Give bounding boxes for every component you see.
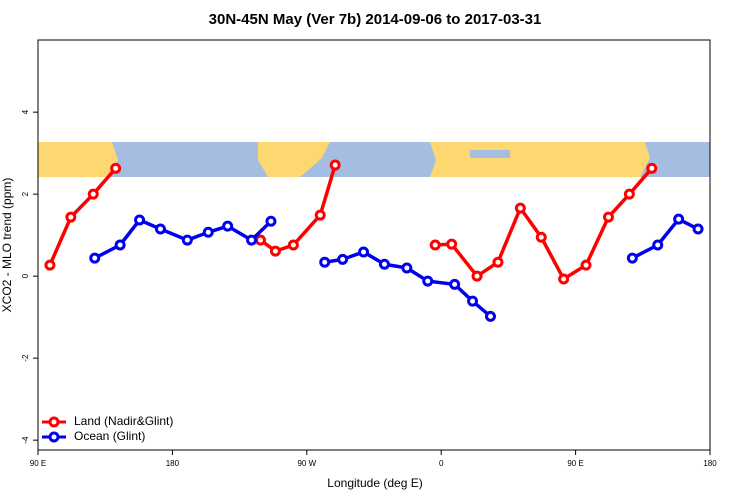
point xyxy=(337,253,349,265)
point xyxy=(246,234,258,246)
point xyxy=(154,223,166,235)
legend-marker xyxy=(48,431,60,443)
point xyxy=(626,252,638,264)
y-tick-label: 4 xyxy=(21,109,30,114)
point xyxy=(255,234,267,246)
point xyxy=(446,238,458,250)
point xyxy=(181,234,193,246)
x-tick-label: 90 E xyxy=(30,459,46,468)
series-line xyxy=(93,216,699,318)
x-tick-label: 180 xyxy=(703,459,717,468)
y-tick-label: -4 xyxy=(21,436,30,444)
point xyxy=(319,256,331,268)
map-band xyxy=(38,142,710,177)
point xyxy=(623,188,635,200)
point xyxy=(110,162,122,174)
point xyxy=(484,310,496,322)
point xyxy=(89,252,101,264)
y-tick-label: 0 xyxy=(21,273,30,278)
chart-title: 30N-45N May (Ver 7b) 2014-09-06 to 2017-… xyxy=(209,11,542,28)
point xyxy=(401,262,413,274)
legend-marker xyxy=(48,416,60,428)
point xyxy=(535,231,547,243)
point xyxy=(314,209,326,221)
plot-frame xyxy=(37,39,711,451)
x-tick-label: 90 W xyxy=(297,459,316,468)
point xyxy=(449,278,461,290)
point xyxy=(471,270,483,282)
point xyxy=(65,211,77,223)
point xyxy=(358,246,370,258)
point xyxy=(287,239,299,251)
point xyxy=(514,202,526,214)
point xyxy=(378,258,390,270)
point xyxy=(422,275,434,287)
x-tick-label: 0 xyxy=(439,459,444,468)
point xyxy=(87,188,99,200)
point xyxy=(602,211,614,223)
x-tick-label: 180 xyxy=(166,459,180,468)
x-tick-label: 90 E xyxy=(567,459,583,468)
legend-label: Ocean (Glint) xyxy=(74,429,145,443)
point xyxy=(269,245,281,257)
point xyxy=(558,273,570,285)
x-axis-label: Longitude (deg E) xyxy=(327,476,422,490)
point xyxy=(652,239,664,251)
point xyxy=(492,256,504,268)
point xyxy=(467,295,479,307)
point xyxy=(44,259,56,271)
point xyxy=(329,159,341,171)
legend-label: Land (Nadir&Glint) xyxy=(74,414,173,428)
y-tick-label: 2 xyxy=(21,191,30,196)
point xyxy=(222,220,234,232)
point xyxy=(202,226,214,238)
point xyxy=(580,259,592,271)
y-axis-label: XCO2 - MLO trend (ppm) xyxy=(0,178,14,313)
point xyxy=(265,215,277,227)
point xyxy=(429,239,441,251)
point xyxy=(646,162,658,174)
point xyxy=(692,223,704,235)
point xyxy=(114,239,126,251)
point xyxy=(673,213,685,225)
point xyxy=(134,214,146,226)
y-tick-label: -2 xyxy=(21,354,30,362)
